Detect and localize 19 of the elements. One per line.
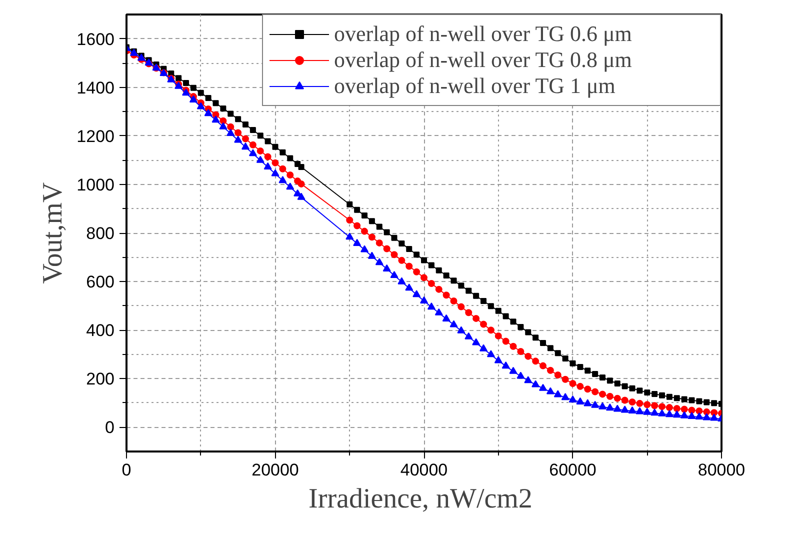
y-tick-label: 600 bbox=[86, 272, 115, 292]
x-tick-label: 40000 bbox=[400, 460, 448, 480]
x-tick-label: 20000 bbox=[252, 460, 299, 480]
y-tick-label: 1200 bbox=[76, 126, 115, 146]
x-tick-label: 80000 bbox=[698, 460, 746, 480]
y-tick-label: 1400 bbox=[76, 78, 115, 98]
y-tick-label: 1000 bbox=[76, 175, 115, 194]
legend-label: overlap of n-well over TG 0.6 μm bbox=[334, 21, 633, 47]
y-tick-label: 800 bbox=[86, 224, 115, 243]
y-tick-label: 400 bbox=[86, 321, 115, 340]
y-tick-label: 1600 bbox=[76, 30, 115, 49]
legend-label: overlap of n-well over TG 1 μm bbox=[334, 73, 616, 99]
x-axis-title: Irradience, nW/cm2 bbox=[308, 484, 532, 514]
x-tick-label: 60000 bbox=[549, 460, 596, 480]
y-tick-label: 200 bbox=[86, 370, 115, 389]
y-tick-label: 0 bbox=[105, 418, 115, 438]
y-axis-title: Vout,mV bbox=[38, 182, 69, 284]
legend-label: overlap of n-well over TG 0.8 μm bbox=[334, 47, 633, 73]
x-tick-label: 0 bbox=[122, 460, 132, 480]
